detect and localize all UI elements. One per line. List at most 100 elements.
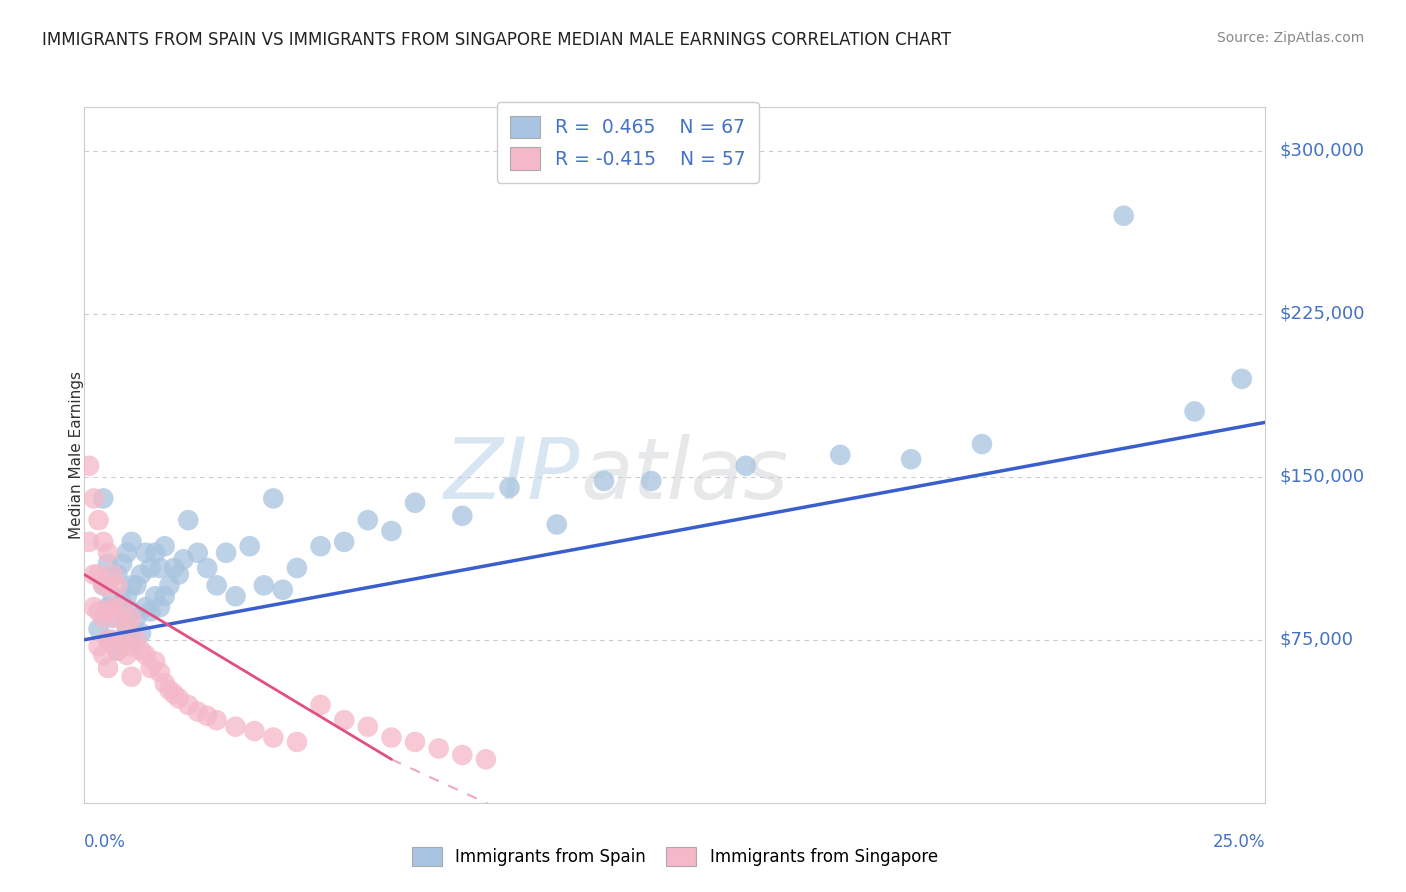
Point — [121, 632, 143, 647]
Legend: Immigrants from Spain, Immigrants from Singapore: Immigrants from Spain, Immigrants from S… — [404, 838, 946, 875]
Point — [167, 691, 190, 706]
Text: ZIP: ZIP — [444, 434, 581, 517]
Point — [91, 535, 114, 549]
Y-axis label: Median Male Earnings: Median Male Earnings — [69, 371, 83, 539]
Point — [139, 661, 162, 675]
Point — [107, 643, 129, 657]
Point — [309, 539, 332, 553]
Point — [111, 632, 134, 647]
Point — [107, 643, 129, 657]
Point — [205, 578, 228, 592]
Point — [153, 539, 176, 553]
Point — [149, 600, 172, 615]
Point — [97, 557, 120, 571]
Point — [83, 567, 105, 582]
Text: $300,000: $300,000 — [1279, 142, 1364, 160]
Point — [77, 458, 100, 473]
Point — [121, 670, 143, 684]
Point — [333, 535, 356, 549]
Point — [121, 639, 143, 653]
Point — [121, 535, 143, 549]
Point — [163, 687, 186, 701]
Point — [243, 724, 266, 739]
Point — [163, 561, 186, 575]
Point — [87, 567, 110, 582]
Point — [357, 720, 380, 734]
Point — [380, 731, 402, 745]
Point — [640, 474, 662, 488]
Point — [111, 596, 134, 610]
Point — [101, 567, 124, 582]
Point — [135, 546, 157, 560]
Point — [239, 539, 262, 553]
Point — [97, 546, 120, 560]
Point — [83, 491, 105, 506]
Point — [101, 600, 124, 615]
Point — [97, 632, 120, 647]
Point — [187, 705, 209, 719]
Point — [285, 735, 308, 749]
Point — [167, 567, 190, 582]
Point — [91, 491, 114, 506]
Point — [970, 437, 993, 451]
Point — [1230, 372, 1253, 386]
Point — [262, 491, 284, 506]
Point — [427, 741, 450, 756]
Point — [111, 557, 134, 571]
Point — [157, 578, 180, 592]
Point — [177, 513, 200, 527]
Point — [111, 632, 134, 647]
Point — [143, 546, 166, 560]
Point — [195, 561, 218, 575]
Point — [1184, 404, 1206, 418]
Point — [380, 524, 402, 538]
Text: IMMIGRANTS FROM SPAIN VS IMMIGRANTS FROM SINGAPORE MEDIAN MALE EARNINGS CORRELAT: IMMIGRANTS FROM SPAIN VS IMMIGRANTS FROM… — [42, 31, 952, 49]
Point — [87, 513, 110, 527]
Point — [101, 611, 124, 625]
Point — [195, 708, 218, 723]
Point — [149, 665, 172, 680]
Point — [143, 589, 166, 603]
Point — [157, 682, 180, 697]
Point — [153, 676, 176, 690]
Point — [173, 552, 195, 566]
Point — [97, 605, 120, 619]
Point — [285, 561, 308, 575]
Point — [115, 589, 138, 603]
Text: 25.0%: 25.0% — [1213, 833, 1265, 851]
Point — [205, 713, 228, 727]
Point — [451, 508, 474, 523]
Point — [91, 578, 114, 592]
Point — [830, 448, 852, 462]
Point — [91, 611, 114, 625]
Point — [87, 639, 110, 653]
Point — [225, 720, 247, 734]
Point — [225, 589, 247, 603]
Point — [357, 513, 380, 527]
Point — [129, 626, 152, 640]
Point — [111, 600, 134, 615]
Point — [121, 611, 143, 625]
Point — [97, 578, 120, 592]
Point — [149, 561, 172, 575]
Point — [253, 578, 276, 592]
Point — [135, 600, 157, 615]
Text: 0.0%: 0.0% — [84, 833, 127, 851]
Point — [121, 605, 143, 619]
Text: $75,000: $75,000 — [1279, 631, 1354, 648]
Point — [404, 496, 426, 510]
Legend: R =  0.465    N = 67, R = -0.415    N = 57: R = 0.465 N = 67, R = -0.415 N = 57 — [496, 103, 759, 183]
Point — [115, 622, 138, 636]
Point — [734, 458, 756, 473]
Point — [115, 546, 138, 560]
Point — [101, 632, 124, 647]
Point — [115, 648, 138, 662]
Point — [143, 655, 166, 669]
Point — [91, 578, 114, 592]
Point — [309, 698, 332, 712]
Point — [97, 661, 120, 675]
Point — [333, 713, 356, 727]
Point — [451, 747, 474, 762]
Point — [262, 731, 284, 745]
Point — [97, 632, 120, 647]
